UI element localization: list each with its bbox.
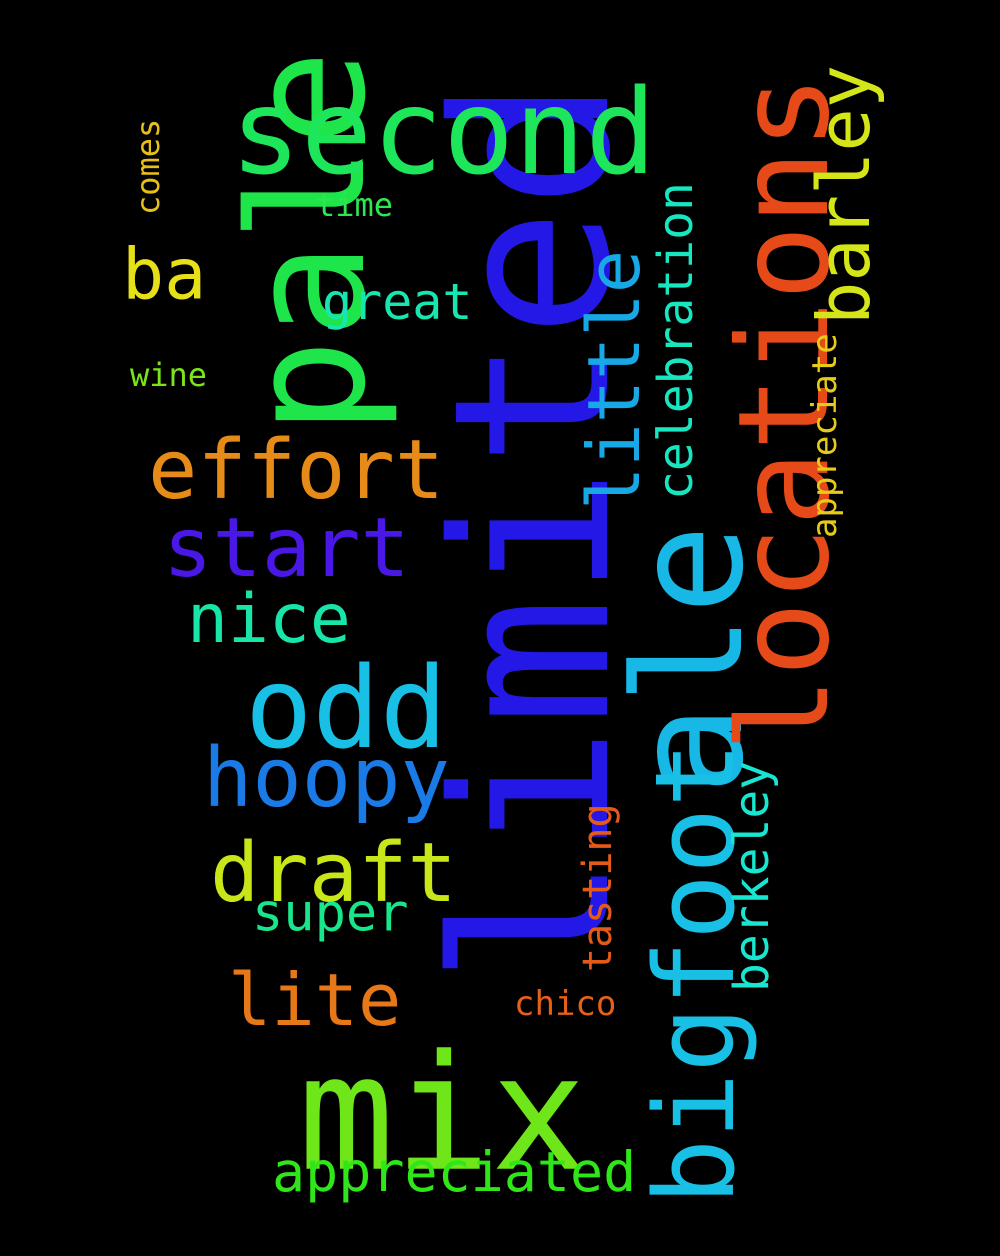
word-tasting: tasting xyxy=(575,803,621,972)
word-hoopy: hoopy xyxy=(203,730,450,826)
word-time: time xyxy=(316,185,394,224)
word-little: little xyxy=(572,249,656,510)
word-super: super xyxy=(252,883,409,944)
word-mix: mix xyxy=(298,1019,587,1207)
word-celebration: celebration xyxy=(648,182,704,500)
word-appreciate: appreciate xyxy=(805,333,845,538)
word-odd: odd xyxy=(245,644,448,775)
word-effort: effort xyxy=(148,422,445,518)
word-barley: barley xyxy=(802,64,886,325)
word-chico: chico xyxy=(514,984,617,1025)
word-second: second xyxy=(230,63,657,202)
word-draft: draft xyxy=(210,825,457,921)
word-comes: comes xyxy=(129,118,167,215)
word-berkeley: berkeley xyxy=(724,760,780,992)
word-start: start xyxy=(163,500,410,596)
word-wine: wine xyxy=(130,355,208,394)
word-appreciated: appreciated xyxy=(272,1139,637,1204)
word-lite: lite xyxy=(228,957,402,1042)
word-great: great xyxy=(322,273,473,331)
word-ba: ba xyxy=(122,233,207,316)
word-nice: nice xyxy=(187,580,351,660)
